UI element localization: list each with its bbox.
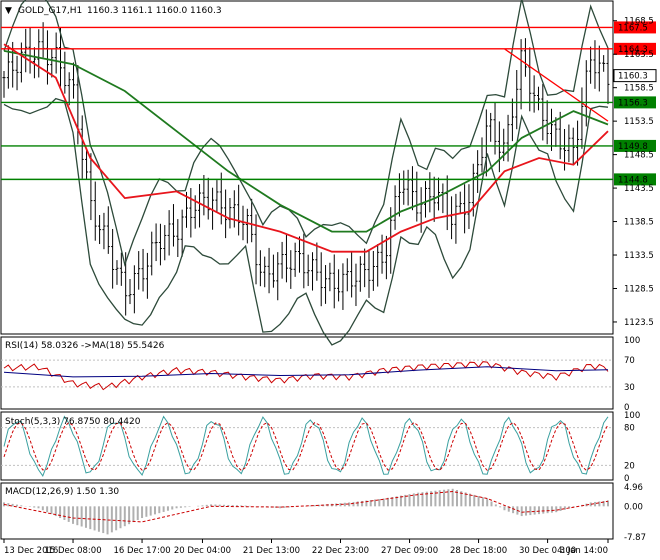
time-axis-label: 30 Dec 04:00 xyxy=(519,546,576,556)
stoch-signal-line xyxy=(3,421,609,472)
price-axis-tick-label: 1123.5 xyxy=(624,318,654,328)
time-axis-label: 27 Dec 09:00 xyxy=(381,546,438,556)
price-axis-tick-label: 1148.5 xyxy=(624,151,654,161)
rsi-axis-tick-label: 30 xyxy=(624,383,635,393)
rsi-axis-tick-label: 70 xyxy=(624,356,635,366)
price-level-tag xyxy=(614,96,656,109)
price-level-tag xyxy=(614,21,656,34)
price-axis-tick-label: 1133.5 xyxy=(624,251,654,261)
price-level-tag-text: 1164.3 xyxy=(618,45,648,55)
current-price-tag-text: 1160.3 xyxy=(618,72,648,82)
time-axis-label: 3 Jan 14:00 xyxy=(560,546,608,556)
price-axis-tick-label: 1153.5 xyxy=(624,117,654,127)
macd-axis-tick-label: -7.87 xyxy=(624,533,646,543)
trendline[interactable] xyxy=(504,48,609,122)
stoch-title: Stoch(5,3,3) 76.8750 80.4420 xyxy=(5,417,141,427)
bollinger-upper xyxy=(3,0,609,267)
time-axis-label: 28 Dec 18:00 xyxy=(450,546,507,556)
macd-title: MACD(12,26,9) 1.50 1.30 xyxy=(5,487,119,497)
rsi-panel[interactable] xyxy=(0,336,614,410)
moving-average-mid xyxy=(3,43,609,253)
price-axis-tick-label: 1158.5 xyxy=(624,84,654,94)
price-axis-tick-label: 1163.5 xyxy=(624,50,654,60)
price-level-tag xyxy=(614,42,656,55)
price-axis-tick-label: 1168.5 xyxy=(624,17,654,27)
time-axis-label: 13 Dec 2016 xyxy=(4,546,58,556)
price-level-tag xyxy=(614,139,656,152)
stoch-axis-tick-label: 80 xyxy=(624,424,635,434)
price-level-tag xyxy=(614,173,656,186)
stoch-axis-tick-label: 0 xyxy=(624,474,629,484)
price-level-tag-text: 1167.5 xyxy=(618,23,648,33)
price-level-tag-text: 1149.8 xyxy=(618,142,648,152)
stoch-main-line xyxy=(3,415,609,477)
symbol-label: GOLD_G17,H1 xyxy=(18,6,82,16)
bollinger-lower xyxy=(3,97,609,346)
price-axis-tick-label: 1138.5 xyxy=(624,218,654,228)
collapse-arrow-icon[interactable]: ▼ xyxy=(5,6,12,16)
time-axis-label: 22 Dec 23:00 xyxy=(312,546,369,556)
time-axis-label: 16 Dec 17:00 xyxy=(113,546,170,556)
rsi-title: RSI(14) 58.0326 ->MA(18) 55.5426 xyxy=(5,341,165,351)
price-level-tag-text: 1144.8 xyxy=(618,175,648,185)
rsi-ma-line xyxy=(3,366,609,378)
macd-signal-line xyxy=(3,490,609,523)
rsi-axis-tick-label: 0 xyxy=(624,403,629,413)
moving-average-slow xyxy=(3,50,609,233)
macd-axis-tick-label: 0.00 xyxy=(624,502,643,512)
price-axis-tick-label: 1143.5 xyxy=(624,184,654,194)
rsi-axis-tick-label: 100 xyxy=(624,336,640,346)
time-axis-label: 15 Dec 08:00 xyxy=(44,546,101,556)
time-axis-label: 21 Dec 13:00 xyxy=(243,546,300,556)
macd-axis-tick-label: 4.96 xyxy=(624,483,643,493)
current-price-tag xyxy=(613,69,657,83)
time-axis-label: 20 Dec 04:00 xyxy=(174,546,231,556)
price-axis-tick-label: 1128.5 xyxy=(624,284,654,294)
ohlc-values: 1160.3 1161.1 1160.0 1160.3 xyxy=(87,6,222,16)
stoch-axis-tick-label: 100 xyxy=(624,411,640,421)
stoch-axis-tick-label: 20 xyxy=(624,461,635,471)
price-level-tag-text: 1156.3 xyxy=(618,98,648,108)
